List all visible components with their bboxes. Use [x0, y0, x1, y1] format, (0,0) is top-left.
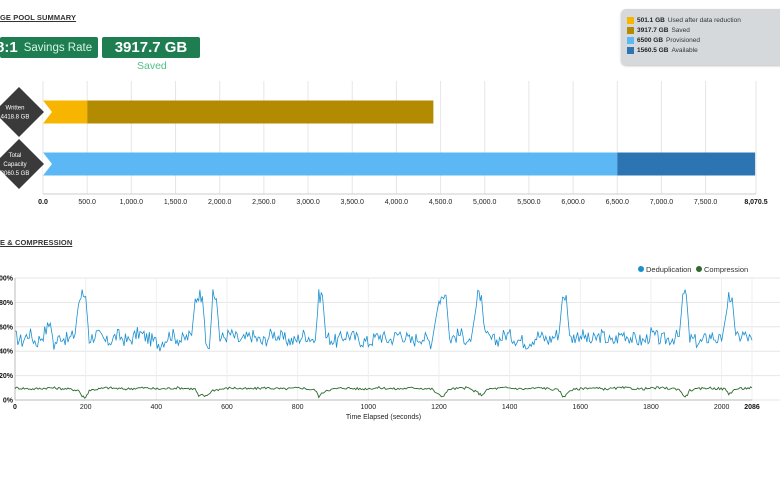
line-y-tick-label: 20% [0, 373, 14, 380]
bar-x-tick-label: 5,000.0 [473, 199, 496, 206]
line-y-tick-label: 0% [3, 398, 14, 405]
series-line-compression [14, 385, 753, 399]
legend-item-provisioned: 6500 GB Provisioned [627, 37, 700, 44]
bar-x-tick-label: 6,000.0 [561, 199, 584, 206]
bar-x-tick-label: 7,500.0 [694, 199, 717, 206]
pool-summary-title: GE POOL SUMMARY [0, 13, 77, 22]
legend-marker-compression [696, 266, 702, 272]
savings-rate-label: Savings Rate [23, 41, 93, 54]
bar-x-tick-label: 7,000.0 [650, 199, 673, 206]
category-label: Written [6, 106, 25, 112]
legend-label-provisioned: Provisioned [666, 37, 700, 44]
category-label: Capacity [3, 162, 26, 168]
bar-x-tick-label: 3,000.0 [296, 199, 319, 206]
savings-ratio-value: 8:1 [0, 39, 18, 56]
bar-notch [43, 152, 52, 176]
legend-label-saved: Saved [671, 27, 690, 34]
savings-rate-box: 8:1 Savings Rate [0, 37, 98, 58]
legend-label-deduplication: Deduplication [646, 265, 691, 274]
legend-swatch-available [627, 47, 634, 54]
bar-x-tick-label: 5,500.0 [517, 199, 540, 206]
line-x-tick-label: 1800 [643, 404, 659, 411]
category-diamond [0, 139, 44, 189]
line-x-tick-label: 1600 [573, 404, 589, 411]
legend-value-available: 1560.5 GB [637, 47, 669, 54]
legend-label-compression: Compression [704, 265, 748, 274]
legend-item-available: 1560.5 GB Available [627, 47, 698, 54]
bar-x-tick-label: 8,070.5 [744, 199, 767, 206]
bar-x-tick-label: 2,500.0 [252, 199, 275, 206]
line-x-tick-label: 800 [292, 404, 304, 411]
saved-value: 3917.7 GB [114, 39, 188, 56]
capacity-legend: 501.1 GB Used after data reduction 3917.… [621, 9, 780, 65]
bar-segment-available [617, 152, 756, 176]
category-label: 4418.8 GB [1, 115, 30, 121]
bar-x-tick-label: 1,000.0 [120, 199, 143, 206]
category-diamond [0, 87, 44, 137]
line-x-tick-label: 400 [150, 404, 162, 411]
line-x-tick-label: 2086 [744, 404, 760, 411]
legend-item-saved: 3917.7 GB Saved [627, 27, 690, 34]
legend-value-provisioned: 6500 GB [637, 37, 664, 44]
line-x-tick-label: 1200 [431, 404, 447, 411]
line-y-tick-label: 60% [0, 324, 14, 331]
compression-section-title: E & COMPRESSION [0, 238, 73, 247]
line-y-tick-label: 40% [0, 349, 14, 356]
series-line-deduplication [14, 289, 753, 352]
legend-value-used: 501.1 GB [637, 17, 665, 24]
line-x-tick-label: 1400 [502, 404, 518, 411]
legend-label-used: Used after data reduction [667, 17, 741, 24]
line-y-tick-label: 100% [0, 276, 14, 283]
bar-x-tick-label: 1,500.0 [164, 199, 187, 206]
line-x-tick-label: 600 [221, 404, 233, 411]
capacity-bar-chart: 0.0 500.0 1,000.0 1,500.0 2,000.0 2,500.0 3,00… [0, 81, 768, 206]
legend-swatch-used [627, 17, 634, 24]
line-x-axis-label: Time Elapsed (seconds) [346, 414, 421, 421]
legend-label-available: Available [671, 47, 698, 54]
bar-segment-saved [87, 100, 434, 124]
bar-x-tick-label: 0.0 [38, 199, 48, 206]
bar-segment-provisioned [43, 152, 618, 176]
line-y-tick-label: 80% [0, 300, 14, 307]
bar-x-tick-label: 3,500.0 [341, 199, 364, 206]
line-x-tick-label: 1000 [361, 404, 377, 411]
bar-x-tick-label: 2,000.0 [208, 199, 231, 206]
legend-swatch-provisioned [627, 37, 634, 44]
bar-x-tick-label: 500.0 [78, 199, 96, 206]
line-x-tick-label: 0 [13, 404, 17, 411]
bar-x-tick-label: 4,500.0 [429, 199, 452, 206]
saved-label: Saved [137, 60, 167, 72]
line-x-tick-label: 200 [80, 404, 92, 411]
category-label: Total [9, 153, 22, 159]
bar-x-tick-label: 4,000.0 [385, 199, 408, 206]
legend-marker-deduplication [638, 266, 644, 272]
line-x-tick-label: 2000 [714, 404, 730, 411]
bar-notch [43, 100, 52, 124]
legend-swatch-saved [627, 27, 634, 34]
category-label: 8060.5 GB [1, 171, 30, 177]
saved-value-box: 3917.7 GB [102, 37, 200, 58]
legend-item-used: 501.1 GB Used after data reduction [627, 17, 741, 24]
bar-x-tick-label: 6,500.0 [606, 199, 629, 206]
legend-value-saved: 3917.7 GB [637, 27, 669, 34]
bar-segment-used-after-data-reduction [43, 100, 88, 124]
